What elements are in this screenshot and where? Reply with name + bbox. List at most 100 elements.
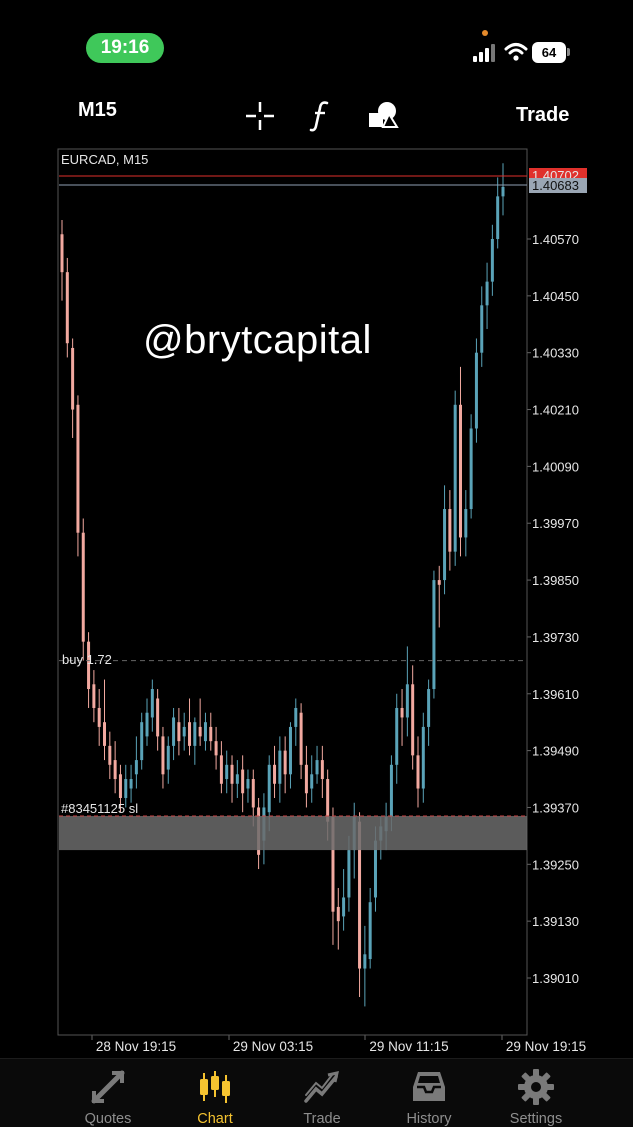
candle-body (411, 684, 415, 756)
candle-body (437, 580, 441, 585)
price-axis-label: 1.40570 (532, 232, 579, 247)
tab-settings[interactable]: Settings (473, 1059, 599, 1127)
candle (283, 736, 287, 794)
candle (134, 736, 138, 789)
trade-button[interactable]: Trade (516, 104, 570, 126)
candle (225, 750, 229, 794)
candle-body (81, 532, 85, 642)
candle-body (474, 352, 478, 429)
candle (294, 698, 298, 746)
candle (118, 764, 122, 813)
candle (443, 485, 447, 595)
candle-body (219, 755, 223, 784)
candle-body (400, 707, 404, 718)
stop-loss-zone (59, 815, 527, 851)
candle (432, 570, 436, 699)
candle-body (320, 760, 324, 780)
settings-gear-icon (518, 1069, 554, 1105)
candle-body (161, 736, 165, 775)
candle-body (251, 779, 255, 808)
candle-body (326, 779, 330, 822)
price-axis-label: 1.40450 (532, 289, 579, 304)
time-axis-label: 29 Nov 03:15 (233, 1039, 313, 1054)
candle (480, 286, 484, 367)
timeframe-button[interactable]: M15 (78, 99, 117, 121)
time-axis-label: 29 Nov 19:15 (506, 1039, 586, 1054)
candle-body (501, 186, 505, 197)
candle-body (241, 769, 245, 794)
candle-body (156, 698, 160, 737)
candle-body (214, 741, 218, 756)
function-icon[interactable] (309, 100, 333, 132)
candle-body (177, 722, 181, 742)
candle-body (278, 750, 282, 784)
candle-body (336, 906, 340, 922)
candle-body (294, 707, 298, 727)
candle-body (193, 722, 197, 746)
candle (395, 693, 399, 784)
candle-body (113, 760, 117, 780)
candle-body (230, 764, 234, 784)
candle-body (124, 779, 128, 798)
candle (230, 755, 234, 803)
candle (214, 726, 218, 770)
candle (453, 390, 457, 566)
price-axis-label: 1.39250 (532, 857, 579, 872)
price-axis-label: 1.39850 (532, 573, 579, 588)
candle (166, 736, 170, 784)
candle (320, 745, 324, 798)
candle-body (358, 821, 362, 969)
price-axis-label: 1.40330 (532, 346, 579, 361)
candle-body (299, 712, 303, 765)
shapes-icon[interactable] (368, 100, 400, 130)
candle (336, 887, 340, 950)
candle (108, 731, 112, 780)
tab-trade[interactable]: Trade (259, 1059, 385, 1127)
candle-body (490, 239, 494, 282)
status-time: 19:16 (86, 33, 164, 63)
candle-body (76, 404, 80, 533)
tab-history[interactable]: History (366, 1059, 492, 1127)
candle-body (65, 272, 69, 344)
watermark-text: @brytcapital (143, 318, 372, 362)
tab-label: History (406, 1111, 452, 1127)
candle (363, 925, 367, 1007)
candle-body (310, 774, 314, 789)
candle-body (166, 745, 170, 770)
candle-body (235, 774, 239, 784)
candle (156, 689, 160, 751)
candle-body (225, 764, 229, 780)
crosshair-icon[interactable] (245, 101, 275, 131)
candle-body (103, 722, 107, 746)
candle-body (363, 954, 367, 969)
candle (310, 755, 314, 803)
candle (177, 707, 181, 756)
price-axis-label: 1.39130 (532, 914, 579, 929)
buy-order-label[interactable]: buy 1.72 (62, 652, 112, 667)
tab-quotes[interactable]: Quotes (45, 1059, 171, 1127)
price-axis-label: 1.39370 (532, 800, 579, 815)
candle (496, 177, 500, 249)
bottom-tab-bar: Quotes Chart Trade History (0, 1058, 633, 1127)
candle-body (92, 684, 96, 708)
stop-loss-label[interactable]: #83451125 sl (61, 801, 138, 816)
candle (400, 689, 404, 746)
candle-body (134, 760, 138, 775)
candle (278, 736, 282, 803)
candle (209, 712, 213, 751)
tab-label: Chart (197, 1111, 233, 1127)
candle-body (71, 347, 75, 410)
candle (474, 338, 478, 443)
candle-body (453, 404, 457, 552)
price-axis-label: 1.40090 (532, 459, 579, 474)
candle-body (368, 902, 372, 960)
candle-body (60, 234, 64, 273)
candle (304, 745, 308, 808)
candle (464, 490, 468, 557)
candle (273, 745, 277, 798)
candle (241, 755, 245, 813)
battery-tip (567, 48, 570, 56)
symbol-label: EURCAD, M15 (61, 152, 148, 167)
tab-chart[interactable]: Chart (152, 1059, 278, 1127)
